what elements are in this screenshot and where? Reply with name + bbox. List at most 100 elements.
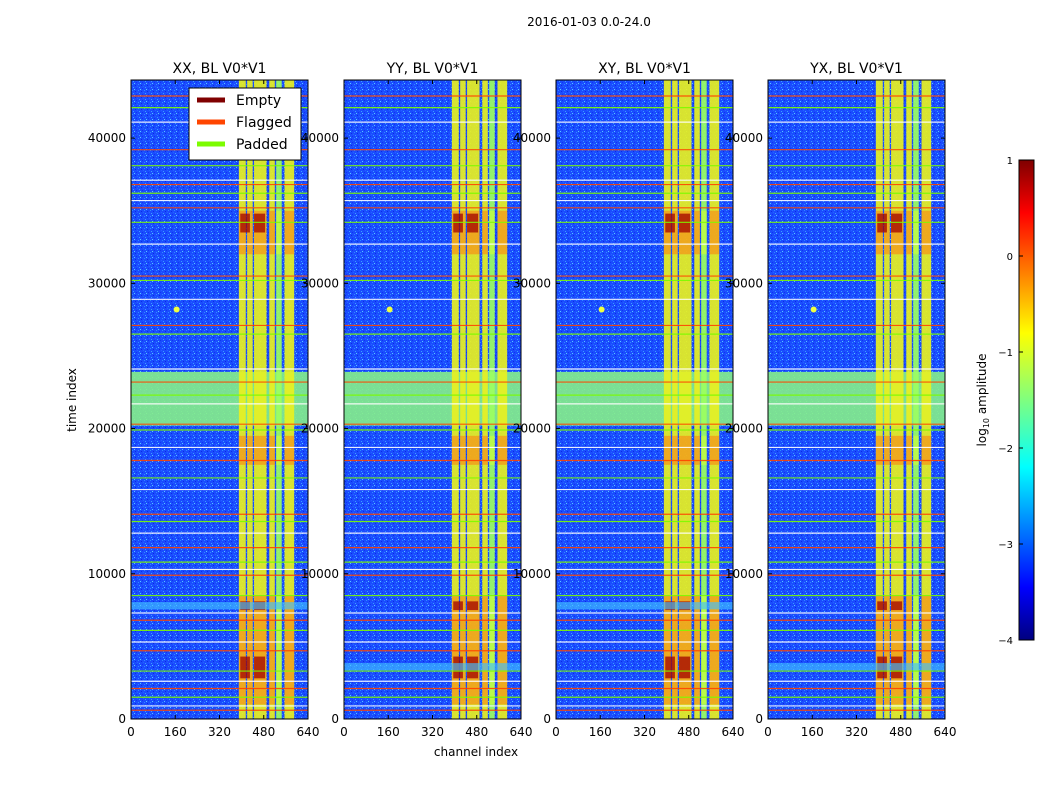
high-amplitude-blob	[891, 601, 903, 611]
rfi-channel-band	[238, 80, 246, 719]
rfi-hot-segment	[884, 595, 890, 705]
rfi-hot-segment	[497, 435, 508, 465]
rfi-hot-segment	[238, 435, 246, 465]
rfi-hot-segment	[467, 435, 480, 465]
rfi-hot-segment	[679, 435, 692, 465]
rfi-channel-band	[482, 80, 488, 719]
x-tick-label: 320	[845, 725, 868, 739]
legend-label: Flagged	[236, 115, 292, 131]
rfi-channel-band	[694, 80, 700, 719]
x-tick-label: 320	[421, 725, 444, 739]
rfi-hot-segment	[709, 435, 720, 465]
y-tick-label: 20000	[301, 422, 339, 436]
legend-label: Empty	[236, 93, 281, 109]
rfi-hot-segment	[884, 435, 890, 465]
rfi-hot-segment	[875, 595, 883, 705]
x-tick-label: 480	[465, 725, 488, 739]
x-tick-label: 640	[510, 725, 533, 739]
x-tick-label: 0	[340, 725, 348, 739]
rfi-hot-segment	[709, 210, 720, 255]
rfi-channel-band	[875, 80, 883, 719]
rfi-hot-segment	[497, 210, 508, 255]
legend-label: Padded	[236, 137, 288, 153]
rfi-channel-band	[906, 80, 912, 719]
panel-title: XY, BL V0*V1	[598, 61, 691, 77]
y-tick-label: 0	[543, 712, 551, 726]
y-tick-label: 0	[118, 712, 126, 726]
panel-0: XX, BL V0*V1 0 160 320 480 640 0 10000 20000 3000…	[88, 61, 320, 739]
high-amplitude-blob	[453, 601, 463, 611]
y-tick-label: 40000	[725, 131, 763, 145]
x-tick-label: 0	[552, 725, 560, 739]
high-amplitude-blob	[453, 213, 463, 233]
rfi-channel-band	[276, 80, 282, 719]
high-amplitude-blob	[665, 213, 675, 233]
high-amplitude-blob	[467, 601, 479, 611]
y-tick-label: 30000	[301, 276, 339, 290]
colorbar-tick-label: −4	[998, 636, 1013, 647]
rfi-hot-segment	[276, 210, 282, 255]
rfi-hot-segment	[489, 435, 495, 465]
x-tick-label: 0	[764, 725, 772, 739]
x-tick-label: 480	[252, 725, 275, 739]
broadband-rfi-band	[131, 602, 308, 610]
panel-3: YX, BL V0*V1 0 160 320 480 640 0 10000 20000 3000…	[725, 61, 957, 739]
y-tick-label: 30000	[88, 276, 126, 290]
colorbar-tick-label: 0	[1007, 252, 1013, 263]
panel-title: XX, BL V0*V1	[173, 61, 267, 77]
high-amplitude-blob	[467, 213, 479, 233]
rfi-hot-segment	[489, 210, 495, 255]
rfi-hot-segment	[254, 435, 267, 465]
rfi-hot-segment	[663, 435, 671, 465]
rfi-hot-segment	[460, 595, 466, 705]
rfi-hot-segment	[701, 435, 707, 465]
rfi-hot-segment	[701, 210, 707, 255]
colorbar: log10 amplitude 1 0 −1 −2 −3 −4	[975, 156, 1035, 647]
y-tick-label: 30000	[513, 276, 551, 290]
panel-title: YX, BL V0*V1	[809, 61, 903, 77]
rfi-hot-segment	[238, 595, 246, 705]
x-axis-label: channel index	[434, 745, 518, 759]
broadband-rfi-band	[556, 602, 733, 610]
panels: XX, BL V0*V1 0 160 320 480 640 0 10000 20000 3000…	[88, 61, 957, 739]
high-amplitude-blob	[679, 656, 691, 679]
rfi-hot-segment	[906, 210, 912, 255]
rfi-channel-band	[489, 80, 495, 719]
rfi-channel-band	[709, 80, 720, 719]
colorbar-tick-label: −2	[998, 444, 1013, 455]
rfi-hot-segment	[284, 435, 295, 465]
rfi-hot-segment	[921, 595, 932, 705]
y-axis-label: time index	[65, 368, 79, 432]
panel-2: XY, BL V0*V1 0 160 320 480 640 0 10000 20000 3000…	[513, 61, 745, 739]
rfi-hot-segment	[913, 210, 919, 255]
rfi-channel-band	[701, 80, 707, 719]
y-tick-label: 30000	[725, 276, 763, 290]
legend: Empty Flagged Padded	[188, 87, 302, 161]
rfi-hot-segment	[663, 595, 671, 705]
x-tick-label: 160	[164, 725, 187, 739]
y-tick-label: 40000	[513, 131, 551, 145]
rfi-hot-segment	[247, 595, 253, 705]
rfi-spot	[598, 306, 605, 313]
rfi-hot-segment	[482, 435, 488, 465]
high-amplitude-blob	[240, 213, 250, 233]
rfi-channel-band	[921, 80, 932, 719]
rfi-hot-segment	[672, 435, 678, 465]
rfi-channel-band	[284, 80, 295, 719]
rfi-channel-band	[460, 80, 466, 719]
rfi-hot-segment	[913, 595, 919, 705]
figure-suptitle: 2016-01-03 0.0-24.0	[527, 15, 651, 29]
high-amplitude-blob	[877, 601, 887, 611]
y-tick-label: 10000	[725, 567, 763, 581]
rfi-hot-segment	[284, 210, 295, 255]
rfi-hot-segment	[694, 210, 700, 255]
high-amplitude-blob	[254, 213, 266, 233]
y-tick-label: 10000	[88, 567, 126, 581]
rfi-hot-segment	[921, 210, 932, 255]
x-tick-label: 160	[377, 725, 400, 739]
y-tick-label: 0	[755, 712, 763, 726]
y-tick-label: 40000	[88, 131, 126, 145]
rfi-hot-segment	[701, 595, 707, 705]
x-tick-label: 480	[889, 725, 912, 739]
high-amplitude-blob	[665, 656, 675, 679]
